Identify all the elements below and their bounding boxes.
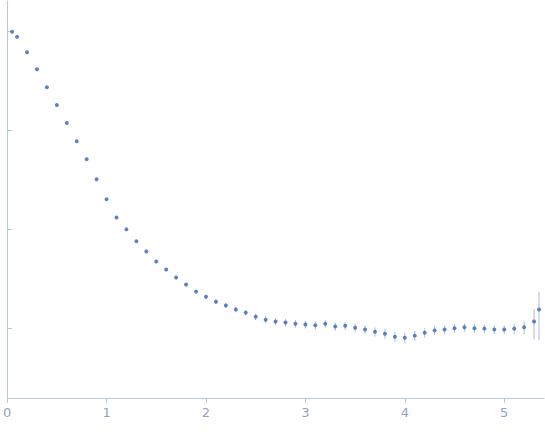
- svg-text:1: 1: [102, 405, 110, 420]
- svg-text:0: 0: [3, 405, 11, 420]
- svg-text:4: 4: [401, 405, 409, 420]
- svg-text:2: 2: [202, 405, 210, 420]
- svg-text:5: 5: [500, 405, 508, 420]
- svg-text:3: 3: [301, 405, 309, 420]
